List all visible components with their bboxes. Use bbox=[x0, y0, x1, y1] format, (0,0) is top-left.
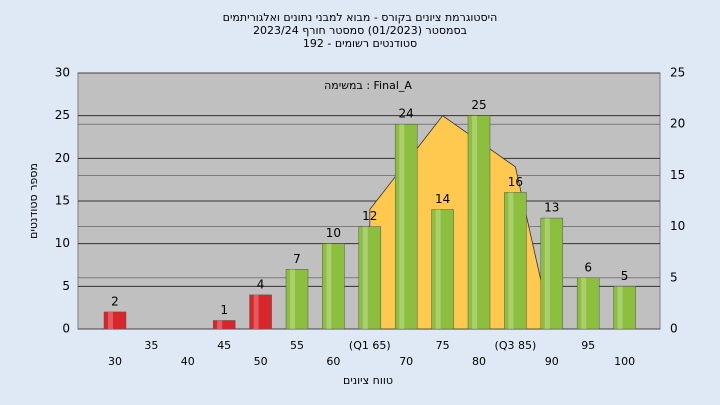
y2-tick-label: 15 bbox=[670, 168, 685, 182]
bar bbox=[212, 320, 236, 330]
bar bbox=[540, 217, 564, 330]
x-tick-label: 90 bbox=[545, 355, 559, 368]
value-label: 1 bbox=[220, 303, 228, 317]
bar-shine bbox=[472, 115, 477, 330]
y-tick-label: 30 bbox=[55, 66, 70, 80]
x-tick-label: 40 bbox=[181, 355, 195, 368]
y2-tick-label: 20 bbox=[670, 117, 685, 131]
bar bbox=[103, 311, 127, 330]
x-tick-label: 60 bbox=[326, 355, 340, 368]
value-label: 24 bbox=[399, 107, 414, 121]
bar-shine bbox=[544, 218, 550, 329]
bar bbox=[576, 277, 600, 330]
y-tick-label: 25 bbox=[55, 108, 70, 122]
y-tick-label: 10 bbox=[55, 236, 70, 250]
x-tick-label: 75 bbox=[436, 339, 450, 352]
bar-shine bbox=[217, 320, 223, 329]
bar-shine bbox=[108, 311, 113, 329]
bar-shine bbox=[508, 192, 514, 329]
bar bbox=[358, 226, 382, 330]
y2-tick-label: 0 bbox=[670, 322, 678, 336]
bar-shine bbox=[581, 277, 587, 329]
y-tick-label: 0 bbox=[62, 322, 70, 336]
x-tick-label: 35 bbox=[144, 339, 158, 352]
value-label: 10 bbox=[326, 226, 341, 240]
value-label: 25 bbox=[471, 98, 486, 112]
y-tick-label: 5 bbox=[62, 279, 70, 293]
x-tick-label: 100 bbox=[614, 355, 635, 368]
value-label: 13 bbox=[544, 201, 559, 215]
value-label: 14 bbox=[435, 192, 450, 206]
value-label: 6 bbox=[584, 260, 592, 274]
bar bbox=[467, 115, 491, 330]
y-axis-label: מספר סטודנטים bbox=[27, 163, 40, 239]
bar bbox=[285, 269, 309, 330]
title-line: היסטוגרמת ציונים בקורס - מבוא למבני נתונ… bbox=[223, 11, 498, 24]
value-label: 2 bbox=[111, 294, 119, 308]
bar bbox=[431, 209, 454, 330]
x-tick-label: 70 bbox=[399, 355, 413, 368]
x-tick-label: (Q1 65) bbox=[349, 339, 391, 352]
x-axis-label: טווח ציונים bbox=[343, 374, 393, 387]
x-tick-label: 45 bbox=[217, 339, 231, 352]
value-label: 5 bbox=[621, 269, 629, 283]
y-tick-label: 20 bbox=[55, 151, 70, 165]
bar-shine bbox=[435, 209, 441, 329]
x-tick-label: 50 bbox=[254, 355, 268, 368]
y2-tick-label: 5 bbox=[670, 270, 678, 284]
title-line: סטודנטים רשומים - 192 bbox=[303, 37, 417, 50]
bar bbox=[322, 243, 345, 330]
value-label: 12 bbox=[362, 209, 377, 223]
value-label: 4 bbox=[257, 277, 265, 291]
bar-shine bbox=[362, 226, 368, 329]
y2-tick-label: 10 bbox=[670, 219, 685, 233]
bar bbox=[249, 294, 272, 330]
bar bbox=[504, 192, 527, 330]
bar-shine bbox=[290, 269, 295, 329]
bar bbox=[613, 286, 636, 330]
x-tick-label: (Q3 85) bbox=[495, 339, 537, 352]
x-tick-label: 80 bbox=[472, 355, 486, 368]
y-tick-label: 15 bbox=[55, 194, 70, 208]
bar-shine bbox=[253, 294, 259, 329]
x-tick-label: 55 bbox=[290, 339, 304, 352]
value-label: 7 bbox=[293, 252, 301, 266]
bar-shine bbox=[617, 286, 623, 329]
annotation: במשימה : Final_A bbox=[324, 79, 412, 92]
y2-tick-label: 25 bbox=[670, 66, 685, 80]
value-label: 16 bbox=[508, 175, 523, 189]
title-line: בסמסטר (01/2023) סמסטר חורף 2023/24 bbox=[253, 24, 467, 37]
bar-shine bbox=[326, 243, 332, 329]
bar-shine bbox=[399, 124, 405, 329]
x-tick-label: 30 bbox=[108, 355, 122, 368]
x-tick-label: 95 bbox=[581, 339, 595, 352]
bar bbox=[394, 123, 418, 330]
